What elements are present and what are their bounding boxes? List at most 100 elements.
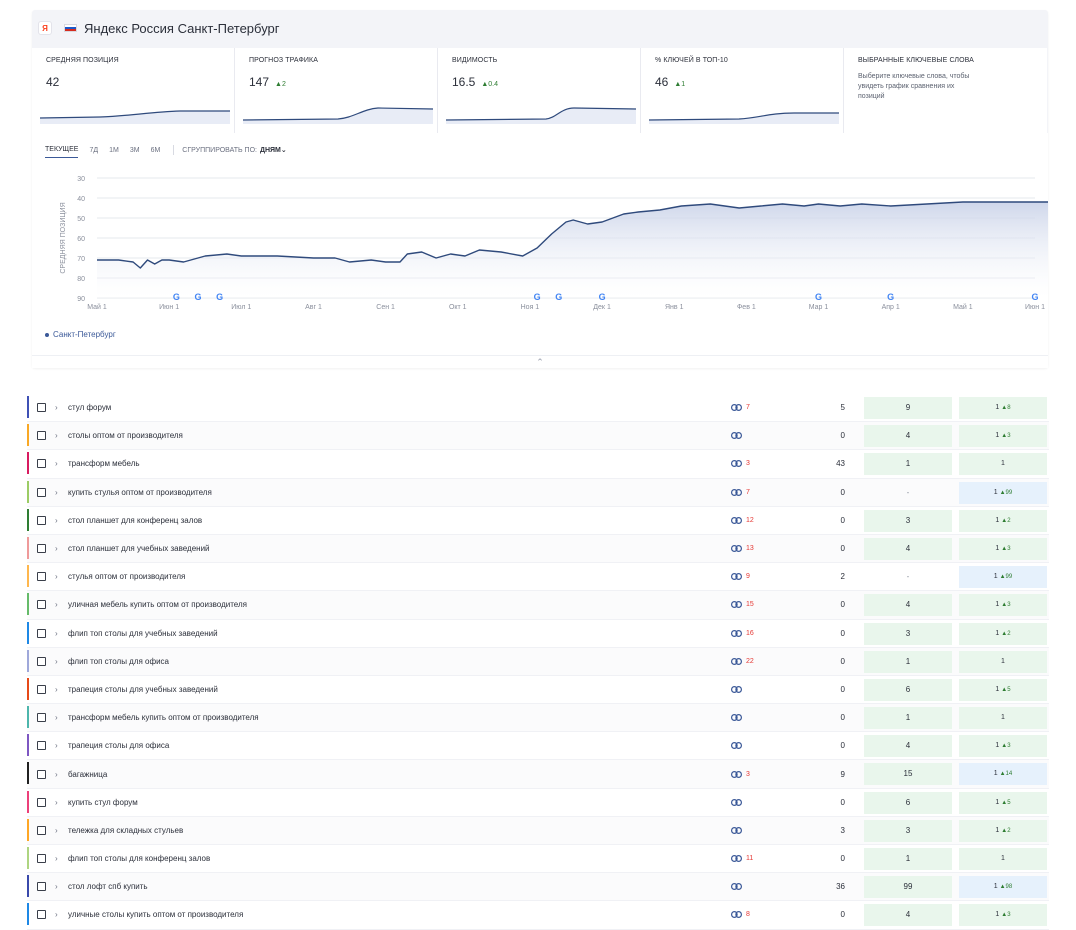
url-link[interactable] [731, 798, 746, 806]
chevron-right-icon[interactable]: › [55, 882, 58, 892]
table-row[interactable]: › флип топ столы для учебных заведений 16 0… [27, 620, 1049, 648]
metric-traffic-forecast[interactable]: ПРОГНОЗ ТРАФИКА 147 ▲2 [235, 48, 438, 133]
url-link[interactable]: 9 [731, 573, 750, 580]
row-checkbox[interactable] [37, 544, 46, 554]
chevron-right-icon[interactable]: › [55, 854, 58, 864]
table-row[interactable]: › флип топ столы для конференц залов 11 0 1 1 [27, 845, 1049, 874]
row-checkbox[interactable] [37, 825, 46, 835]
url-link[interactable]: 7 [731, 489, 750, 496]
row-checkbox[interactable] [37, 487, 46, 497]
metric-top10-keys[interactable]: % КЛЮЧЕЙ В ТОП-10 46 ▲1 [641, 48, 844, 133]
row-checkbox[interactable] [37, 797, 46, 807]
keyword-text: флип топ столы для конференц залов [68, 854, 211, 864]
chevron-right-icon[interactable]: › [55, 910, 58, 920]
position-value: 1 [1001, 460, 1005, 468]
row-checkbox[interactable] [37, 713, 46, 723]
chevron-right-icon[interactable]: › [55, 684, 58, 694]
row-checkbox[interactable] [37, 459, 46, 469]
url-link[interactable] [731, 742, 746, 750]
metric-avg-position[interactable]: СРЕДНЯЯ ПОЗИЦИЯ 42 [32, 48, 235, 133]
row-checkbox[interactable] [37, 684, 46, 694]
table-row[interactable]: › стол лофт спб купить 36 99 1 ▲98 [27, 873, 1049, 902]
url-link[interactable]: 8 [731, 911, 750, 918]
chevron-right-icon[interactable]: › [55, 797, 58, 807]
table-row[interactable]: › багажница 3 9 15 1 ▲14 [27, 760, 1049, 789]
chevron-right-icon[interactable]: › [55, 431, 58, 441]
row-checkbox[interactable] [37, 769, 46, 779]
row-checkbox[interactable] [37, 515, 46, 525]
tab-6m[interactable]: 6М [150, 146, 161, 154]
table-row[interactable]: › столы оптом от производителя 0 4 1 ▲3 [27, 422, 1049, 451]
metric-visibility[interactable]: ВИДИМОСТЬ 16.5 ▲0.4 [438, 48, 641, 133]
row-checkbox[interactable] [37, 656, 46, 666]
url-link[interactable] [731, 826, 746, 834]
chevron-right-icon[interactable]: › [55, 628, 58, 638]
table-row[interactable]: › трансформ мебель купить оптом от произв… [27, 704, 1049, 733]
chevron-right-icon[interactable]: › [55, 487, 58, 497]
link-count: 11 [746, 855, 754, 863]
tab-3m[interactable]: 3М [129, 146, 140, 154]
url-link[interactable]: 13 [731, 545, 754, 552]
table-row[interactable]: › трапеция столы для офиса 0 4 1 ▲3 [27, 732, 1049, 761]
url-link[interactable] [731, 685, 746, 693]
table-row[interactable]: › тележка для складных стульев 3 3 1 ▲2 [27, 816, 1049, 845]
url-link[interactable]: 16 [731, 630, 754, 637]
position-value: 1 [995, 629, 1000, 637]
tab-current[interactable]: ТЕКУЩЕЕ [45, 146, 79, 158]
table-row[interactable]: › стулья оптом от производителя 9 2 - 1 ▲99 [27, 563, 1049, 592]
url-link[interactable]: 15 [731, 601, 754, 608]
chevron-right-icon[interactable]: › [55, 600, 58, 610]
table-row[interactable]: › уличная мебель купить оптом от производ… [27, 591, 1049, 620]
table-row[interactable]: › трансформ мебель 3 43 1 1 [27, 450, 1049, 479]
chevron-right-icon[interactable]: › [55, 769, 58, 779]
chevron-right-icon[interactable]: › [55, 515, 58, 525]
row-checkbox[interactable] [37, 910, 46, 920]
group-by-dropdown[interactable]: ДНЯМ⌄ [259, 147, 287, 154]
table-row[interactable]: › купить стул форум 0 6 1 ▲5 [27, 789, 1049, 817]
chart-legend[interactable]: Санкт-Петербург [45, 330, 116, 339]
row-color-marker [27, 818, 29, 841]
tab-7d[interactable]: 7Д [89, 146, 99, 154]
keyword-text: трансформ мебель [68, 459, 140, 469]
x-tick-label: Май 1 [953, 303, 973, 311]
row-checkbox[interactable] [37, 854, 46, 864]
link-count: 3 [746, 460, 750, 468]
chevron-right-icon[interactable]: › [55, 656, 58, 666]
row-checkbox[interactable] [37, 882, 46, 892]
row-checkbox[interactable] [37, 572, 46, 582]
row-checkbox[interactable] [37, 741, 46, 751]
tab-1m[interactable]: 1М [109, 146, 119, 154]
chevron-right-icon[interactable]: › [55, 403, 58, 413]
table-row[interactable]: › купить стулья оптом от производителя 7 0 -… [27, 478, 1049, 507]
url-link[interactable] [731, 714, 746, 722]
chevron-right-icon[interactable]: › [55, 544, 58, 554]
row-checkbox[interactable] [37, 600, 46, 610]
row-checkbox[interactable] [37, 628, 46, 638]
url-link[interactable]: 11 [731, 855, 753, 862]
url-link[interactable] [731, 432, 746, 440]
table-row[interactable]: › уличные столы купить оптом от производи… [27, 901, 1049, 930]
url-link[interactable]: 22 [731, 658, 754, 665]
row-checkbox[interactable] [37, 431, 46, 441]
table-row[interactable]: › флип топ столы для офиса 22 0 1 1 [27, 647, 1049, 676]
chevron-right-icon[interactable]: › [55, 572, 58, 582]
chevron-right-icon[interactable]: › [55, 459, 58, 469]
table-row[interactable]: › стол планшет для конференц залов 12 0 3 1 ▲… [27, 507, 1049, 535]
row-checkbox[interactable] [37, 403, 46, 413]
url-link[interactable]: 12 [731, 517, 754, 524]
chevron-right-icon[interactable]: › [55, 713, 58, 723]
row-color-marker [27, 677, 29, 700]
url-link[interactable]: 3 [731, 460, 750, 467]
url-link[interactable]: 7 [731, 404, 750, 411]
chevron-right-icon[interactable]: › [55, 825, 58, 835]
table-row[interactable]: › стул форум 7 5 9 1 ▲8 [27, 394, 1049, 423]
url-link[interactable] [731, 883, 746, 891]
table-row[interactable]: › стол планшет для учебных заведений 13 0 4 1… [27, 534, 1049, 564]
chevron-right-icon[interactable]: › [55, 741, 58, 751]
table-row[interactable]: › трапеция столы для учебных заведений 0 6 1… [27, 676, 1049, 705]
link-count: 22 [746, 657, 754, 665]
link-icon [731, 516, 742, 524]
collapse-chart-button[interactable]: ⌃ [32, 355, 1048, 368]
link-count: 8 [746, 911, 750, 919]
url-link[interactable]: 3 [731, 771, 750, 778]
